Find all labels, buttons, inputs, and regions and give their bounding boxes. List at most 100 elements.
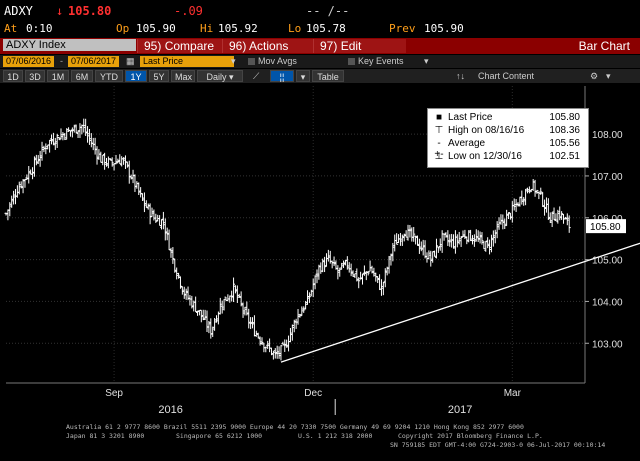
chart-legend[interactable]: ■ Last Price 105.80 ⊤ High on 08/16/16 1…: [427, 108, 589, 168]
price-chart[interactable]: 103.00104.00105.00106.00107.00108.00105.…: [0, 84, 640, 420]
tab-6m[interactable]: 6M: [71, 70, 93, 82]
mov-avgs-toggle[interactable]: Mov Avgs: [248, 56, 297, 67]
mov-avgs-checkbox[interactable]: [248, 58, 255, 66]
period-select[interactable]: Daily ▾: [197, 70, 243, 82]
last-price-label: 105.80: [590, 222, 621, 233]
field-dropdown-icon[interactable]: ▾: [231, 56, 236, 66]
tab-ytd[interactable]: YTD: [95, 70, 123, 82]
price-bar: [541, 192, 545, 208]
tab-1y[interactable]: 1Y: [125, 70, 147, 82]
start-date-field[interactable]: 07/06/2016: [3, 56, 55, 67]
y-tick-label: 104.00: [592, 297, 623, 308]
field-select[interactable]: Last Price: [140, 56, 234, 67]
price-bar: [444, 232, 448, 238]
legend-row-low: ⊥ Low on 12/30/16 102.51: [432, 151, 584, 162]
price-bar: [378, 274, 382, 291]
chart-content-button[interactable]: Chart Content: [478, 71, 535, 81]
price-bar: [148, 203, 152, 225]
end-date-field[interactable]: 07/06/2017: [68, 56, 120, 67]
price-bar: [89, 133, 93, 148]
key-events-checkbox[interactable]: [348, 58, 355, 66]
edit-button[interactable]: 97) Edit: [313, 39, 406, 53]
tab-max[interactable]: Max: [171, 70, 195, 82]
calendar-icon[interactable]: ▦: [126, 56, 135, 66]
price-bar: [431, 251, 435, 263]
price-bar: [527, 186, 531, 194]
tab-3d[interactable]: 3D: [25, 70, 45, 82]
price-bar: [417, 238, 421, 254]
price-bar: [12, 190, 16, 205]
price-bar: [478, 231, 482, 244]
price-bar: [34, 154, 38, 166]
price-bar: [474, 229, 478, 242]
price-bar: [368, 260, 372, 272]
price-bar: [425, 252, 429, 263]
price-bar: [539, 187, 543, 195]
x-month-label: Sep: [105, 388, 123, 399]
price-bar: [241, 302, 245, 318]
table-button[interactable]: Table: [312, 70, 344, 82]
price-bar: [243, 306, 247, 316]
price-bar: [319, 262, 323, 274]
price-bar: [332, 256, 336, 267]
price-bar: [65, 128, 69, 140]
price-bar: [400, 234, 404, 246]
price-bar: [177, 272, 181, 279]
price-bar: [516, 202, 520, 207]
price-bar: [510, 201, 514, 223]
footer-us: U.S. 1 212 318 2000: [298, 432, 373, 440]
price-bar: [68, 130, 72, 137]
price-bar: [381, 281, 385, 296]
price-bar: [535, 189, 539, 194]
tab-1d[interactable]: 1D: [3, 70, 23, 82]
price-bar: [525, 187, 529, 194]
price-bar: [300, 306, 304, 317]
price-bar: [537, 191, 541, 200]
tab-5y[interactable]: 5Y: [149, 70, 169, 82]
price-bar: [558, 206, 562, 221]
price-bar: [484, 240, 488, 252]
price-bar: [488, 239, 492, 255]
price-bar: [72, 124, 76, 133]
price-bar: [80, 124, 84, 135]
price-bar: [59, 128, 63, 140]
price-bar: [326, 249, 330, 262]
price-bar: [281, 341, 285, 345]
price-bar: [446, 230, 450, 247]
price-bar: [387, 255, 391, 274]
price-bar: [283, 339, 287, 352]
price-bar: [245, 301, 249, 316]
price-bar: [306, 290, 310, 305]
mov-avgs-label: Mov Avgs: [258, 56, 297, 66]
price-bar: [114, 154, 118, 165]
compare-num: 95): [144, 39, 162, 53]
chart-settings-icon[interactable]: ↑↓: [456, 71, 465, 81]
chevron-down-icon[interactable]: ▾: [606, 71, 611, 81]
price-bar: [482, 241, 486, 250]
high-label: Hi: [200, 22, 214, 35]
key-events-toggle[interactable]: Key Events: [348, 56, 404, 67]
price-bar: [469, 229, 473, 242]
price-bar: [178, 276, 182, 289]
price-bar: [146, 203, 150, 210]
footer-copyright: Copyright 2017 Bloomberg Finance L.P.: [398, 432, 543, 440]
price-bar: [285, 339, 289, 348]
price-bar: [161, 211, 165, 230]
price-bar: [503, 218, 507, 230]
gear-icon[interactable]: ⚙: [590, 71, 599, 81]
compare-button[interactable]: 95) Compare: [137, 39, 224, 53]
price-bar: [260, 337, 264, 345]
price-bar: [95, 146, 99, 165]
bar-type-button[interactable]: ¦¦: [270, 70, 294, 82]
price-bar: [518, 196, 522, 207]
actions-button[interactable]: 96) Actions: [222, 39, 315, 53]
line-chart-icon[interactable]: ⟋: [253, 71, 260, 81]
toolbar-dropdown-icon[interactable]: ▾: [424, 56, 429, 66]
bar-type-dropdown-icon[interactable]: ▾: [296, 70, 310, 82]
tab-1m[interactable]: 1M: [47, 70, 69, 82]
price-bar: [520, 190, 524, 205]
price-bar: [389, 253, 393, 266]
security-field[interactable]: ADXY Index: [3, 39, 136, 51]
price-bar: [76, 130, 80, 139]
price-bar: [524, 188, 528, 206]
